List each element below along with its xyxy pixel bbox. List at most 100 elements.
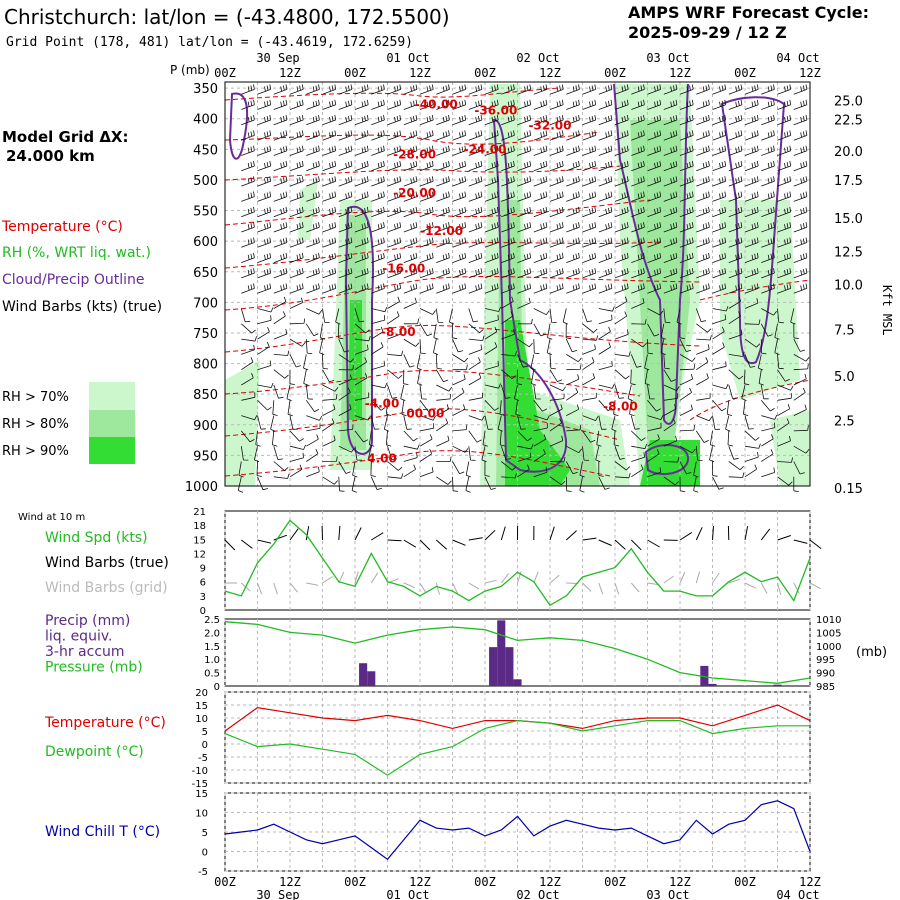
wind-barbs	[237, 84, 810, 493]
chill-tick-label: 0	[202, 848, 208, 859]
temp-tick-label: -15	[192, 779, 208, 790]
top-time-tick: 00Z	[344, 66, 366, 80]
rh-shade-11	[640, 440, 700, 486]
precip-tick-label: 0	[214, 682, 220, 693]
dewpoint-series-label: Dewpoint (°C)	[45, 744, 144, 760]
height-tick-label: 0.15	[834, 482, 863, 497]
pressure-tick-label: 400	[193, 113, 218, 128]
top-time-tick: 00Z	[734, 66, 756, 80]
wind-tick-label: 9	[200, 564, 206, 575]
chill-tick-label: -5	[198, 867, 208, 878]
pressure-tick-label: 985	[816, 682, 835, 693]
top-time-tick: 00Z	[604, 66, 626, 80]
bottom-time-tick: 12Z	[409, 875, 431, 889]
wind-tick-label: 15	[193, 535, 206, 546]
wind-series-label: Wind Spd (kts)	[45, 530, 148, 546]
pressure-tick-label: 500	[193, 174, 218, 189]
height-tick-label: 22.5	[834, 113, 863, 128]
cloud-outline-2	[492, 119, 568, 473]
temperature-series-label: Temperature (°C)	[44, 715, 166, 731]
pressure-tick-label: 1000	[816, 642, 841, 653]
bottom-time-tick: 12Z	[279, 875, 301, 889]
temp-contour-label: -20.00	[393, 186, 436, 200]
precip-series-label: 3-hr accum	[45, 644, 125, 660]
bottom-time-tick: 12Z	[539, 875, 561, 889]
legend-cloud-outline: Cloud/Precip Outline	[2, 272, 145, 288]
bottom-date-label: 04 Oct	[776, 888, 819, 900]
top-time-tick: 00Z	[214, 66, 236, 80]
temp-contour-label: -16.00	[382, 261, 425, 275]
temp-tick-label: 20	[195, 688, 208, 699]
pressure-tick-label: 950	[193, 449, 218, 464]
temp-tick-label: 10	[195, 714, 208, 725]
precip-series-label: Pressure (mb)	[45, 660, 143, 676]
bottom-date-label: 01 Oct	[386, 888, 429, 900]
height-tick-label: 20.0	[834, 145, 863, 160]
wind-chill-line	[224, 800, 811, 861]
height-tick-label: 7.5	[834, 323, 855, 338]
legend-rh: RH (%, WRT liq. wat.)	[2, 245, 151, 261]
forecast-cycle-value: 2025-09-29 / 12 Z	[628, 23, 787, 42]
model-grid-value: 24.000 km	[6, 147, 95, 165]
temp-contour-1	[224, 131, 601, 145]
bottom-time-tick: 00Z	[474, 875, 496, 889]
pressure-axis-label: P (mb)	[170, 63, 210, 77]
legend-wind-barbs: Wind Barbs (kts) (true)	[2, 299, 162, 315]
cloud-outline-0	[228, 92, 249, 160]
temp-contour-label: -4.00	[365, 397, 400, 411]
precip-series-label: Precip (mm)	[45, 613, 130, 629]
height-tick-label: 25.0	[834, 94, 863, 109]
rh-shade-13	[225, 360, 260, 486]
top-date-label: 04 Oct	[776, 51, 819, 65]
precip-bar	[513, 679, 522, 686]
precip-bar	[367, 671, 376, 686]
xs-border	[224, 81, 811, 487]
rh70-swatch	[89, 382, 135, 410]
temp-tick-label: -10	[192, 766, 208, 777]
temp-contour-11	[699, 279, 811, 301]
top-time-tick: 12Z	[539, 66, 561, 80]
wind-barb-grid	[237, 84, 810, 493]
cross-section-panel: 350 400 450 500 550 600 650 700 750 800 850 900 950 1…	[170, 63, 894, 497]
rh-shade-14	[770, 410, 810, 486]
top-time-tick: 12Z	[279, 66, 301, 80]
top-date-label: 02 Oct	[516, 51, 559, 65]
height-tick-label: 5.0	[834, 370, 855, 385]
pressure-tick-label: 900	[193, 419, 218, 434]
top-date-label: 01 Oct	[386, 51, 429, 65]
temperature-dewpoint-panel: 20 15 10 5 0 -5 -10 -15 Temperature (°C) Dewpoint…	[44, 688, 811, 790]
top-time-tick: 12Z	[409, 66, 431, 80]
height-axis-label: Kft MSL	[880, 285, 894, 336]
temp-contour-8	[224, 408, 621, 441]
height-tick-label: 12.5	[834, 246, 863, 261]
temp-border	[224, 691, 811, 784]
grid-point-label: Grid Point (178, 481) lat/lon = (-43.461…	[6, 35, 413, 50]
precip-tick-label: 1.0	[204, 655, 220, 666]
wind-speed-line	[224, 519, 811, 607]
temp-contour-label: -12.00	[420, 224, 463, 238]
pressure-tick-label: 1010	[816, 615, 841, 626]
pressure-tick-label: 1005	[816, 628, 841, 639]
pressure-tick-label: 650	[193, 266, 218, 281]
wind-tick-label: 21	[193, 507, 206, 518]
legend-temperature: Temperature (°C)	[1, 219, 123, 235]
temp-tick-label: -5	[198, 753, 208, 764]
precip-tick-label: 2.0	[204, 628, 220, 639]
temp-contour-label: -28.00	[393, 148, 436, 162]
pressure-tick-label: 550	[193, 205, 218, 220]
legend-rh70: RH > 70%	[2, 390, 69, 405]
bottom-date-label: 02 Oct	[516, 888, 559, 900]
temp-contour-label: -8.00	[603, 400, 638, 414]
precip-series-label: liq. equiv.	[45, 629, 112, 645]
bottom-time-tick: 12Z	[669, 875, 691, 889]
precip-tick-label: 1.5	[204, 642, 220, 653]
precip-bar	[773, 684, 782, 686]
chill-tick-label: 5	[202, 828, 208, 839]
bottom-date-label: 03 Oct	[646, 888, 689, 900]
bottom-time-tick: 12Z	[799, 875, 821, 889]
top-date-label: 30 Sep	[256, 51, 299, 65]
top-date-label: 03 Oct	[646, 51, 689, 65]
precip-bar	[359, 663, 368, 686]
precip-bar	[489, 647, 498, 686]
